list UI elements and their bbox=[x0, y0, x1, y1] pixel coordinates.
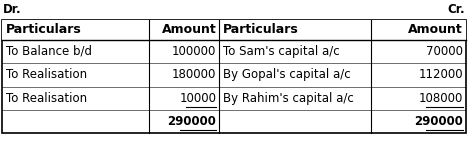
Text: 290000: 290000 bbox=[168, 115, 216, 128]
Text: To Realisation: To Realisation bbox=[6, 92, 87, 105]
Text: Dr.: Dr. bbox=[3, 3, 22, 16]
Bar bbox=[2, 20, 466, 40]
Text: By Rahim's capital a/c: By Rahim's capital a/c bbox=[223, 92, 353, 105]
Text: 290000: 290000 bbox=[414, 115, 463, 128]
Text: 180000: 180000 bbox=[172, 68, 216, 81]
Text: 70000: 70000 bbox=[426, 45, 463, 58]
Text: Cr.: Cr. bbox=[447, 3, 465, 16]
Text: 100000: 100000 bbox=[172, 45, 216, 58]
Text: 112000: 112000 bbox=[418, 68, 463, 81]
Text: To Realisation: To Realisation bbox=[6, 68, 87, 81]
Text: 10000: 10000 bbox=[179, 92, 216, 105]
Text: Particulars: Particulars bbox=[6, 23, 82, 36]
Text: Amount: Amount bbox=[161, 23, 216, 36]
Text: 108000: 108000 bbox=[418, 92, 463, 105]
Text: To Balance b/d: To Balance b/d bbox=[6, 45, 92, 58]
Text: Particulars: Particulars bbox=[223, 23, 299, 36]
Text: To Sam's capital a/c: To Sam's capital a/c bbox=[223, 45, 339, 58]
Text: Amount: Amount bbox=[408, 23, 463, 36]
Text: By Gopal's capital a/c: By Gopal's capital a/c bbox=[223, 68, 351, 81]
Bar bbox=[2, 20, 466, 133]
